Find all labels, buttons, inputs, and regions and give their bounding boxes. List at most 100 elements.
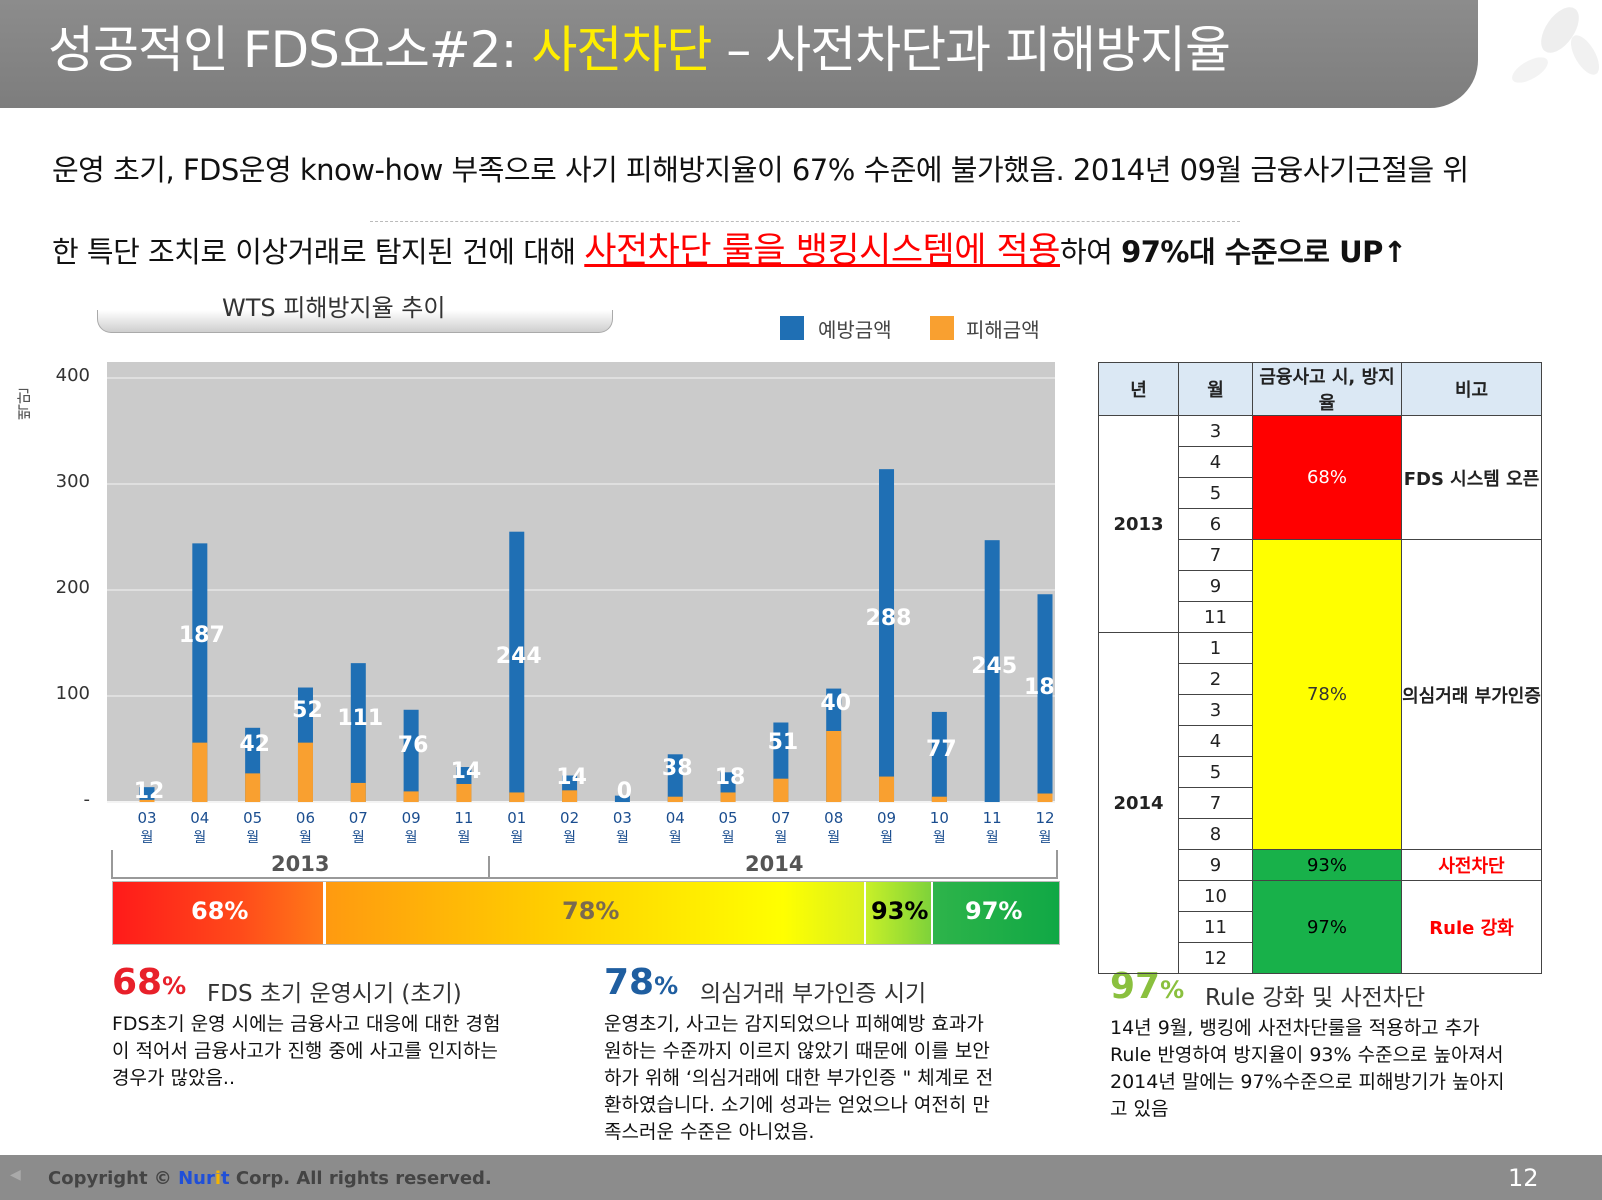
bar-prevent (667, 754, 683, 802)
x-tick-suffix: 월 (827, 830, 840, 846)
slide-title: 성공적인 FDS요소#2: 사전차단 – 사전차단과 피해방지율 (48, 21, 1231, 79)
x-tick-label: 03 (137, 809, 156, 827)
data-label: 18 (715, 765, 746, 790)
data-label: 12 (134, 779, 165, 804)
section-2-heading: 의심거래 부가인증 시기 (700, 981, 927, 1007)
x-tick-label: 10 (930, 809, 949, 827)
x-tick-suffix: 월 (193, 830, 206, 846)
table-month: 7 (1178, 787, 1253, 819)
x-tick-suffix: 월 (722, 830, 735, 846)
table-month: 3 (1178, 694, 1253, 726)
table-year-2014: 2014 (1098, 632, 1179, 974)
x-tick-label: 02 (560, 809, 579, 827)
bar-prevent (879, 469, 895, 802)
table-month: 11 (1178, 601, 1253, 633)
chart-title-plate (97, 310, 613, 333)
table-month: 8 (1178, 818, 1253, 850)
table-rate-68: 68% (1252, 415, 1402, 540)
bar-damage (403, 791, 419, 802)
rate-band-segment-68 (113, 882, 323, 944)
intro-highlight: 사전차단 룰을 뱅킹시스템에 적용 (584, 231, 1060, 271)
bar-damage (297, 742, 313, 802)
year-label-2013: 2013 (271, 852, 330, 876)
data-label: 38 (662, 756, 693, 781)
table-month: 6 (1178, 508, 1253, 540)
table-row: 2 (1099, 663, 1542, 695)
rate-band: 68% 78% 93% 97% (112, 881, 1060, 945)
section-1-heading: FDS 초기 운영시기 (초기) (207, 981, 462, 1007)
x-tick-suffix: 월 (352, 830, 365, 846)
table-month: 9 (1178, 570, 1253, 602)
bar-damage (879, 776, 895, 802)
x-tick-label: 06 (296, 809, 315, 827)
rate-band-divider (324, 882, 326, 944)
y-tick-100: 100 (55, 683, 90, 704)
table-row: 4 (1099, 446, 1542, 478)
table-year-2013: 2013 (1098, 415, 1179, 633)
table-rate-97: 97% (1252, 880, 1402, 974)
bar-damage (509, 792, 525, 802)
intro-line-1: 운영 초기, FDS운영 know-how 부족으로 사기 피해방지율이 67%… (52, 153, 1469, 187)
section-3-body: 14년 9월, 뱅킹에 사전차단룰을 적용하고 추가 Rule 반영하여 방지율이… (1110, 1017, 1505, 1120)
table-header-rate: 금융사고 시, 방지율 (1252, 362, 1402, 416)
data-label: 288 (866, 606, 912, 631)
x-tick-label: 11 (983, 809, 1002, 827)
x-tick-label: 09 (877, 809, 896, 827)
table-month: 5 (1178, 756, 1253, 788)
table-month: 9 (1178, 849, 1253, 881)
bar-damage (562, 790, 578, 802)
rate-band-segment-97 (933, 882, 1059, 944)
legend-swatch-damage (930, 316, 954, 340)
rate-band-label-93: 93% (871, 897, 929, 925)
data-label: 42 (239, 732, 270, 757)
table-month: 10 (1178, 880, 1253, 912)
table-rate-93: 93% (1252, 849, 1402, 881)
x-tick-label: 08 (824, 809, 843, 827)
table-month: 2 (1178, 663, 1253, 695)
table-row: 2013 3 68% FDS 시스템 오픈 (1098, 415, 1542, 633)
legend-swatch-prevent (780, 316, 804, 340)
data-label: 244 (496, 644, 542, 669)
table-month: 7 (1178, 539, 1253, 571)
dashed-divider (370, 221, 1240, 222)
table-month: 3 (1178, 415, 1253, 447)
table-note-rule: Rule 강화 (1401, 880, 1542, 974)
x-tick-suffix: 월 (141, 830, 154, 846)
table-header-year: 년 (1098, 362, 1179, 416)
data-label: 111 (337, 706, 383, 731)
y-tick-0: - (83, 789, 91, 810)
table-row: 2014 1 (1098, 632, 1542, 974)
bar-damage (667, 796, 683, 802)
x-tick-label: 09 (402, 809, 421, 827)
table-header-row: 년 월 금융사고 시, 방지율 비고 (1098, 362, 1542, 416)
intro-bold: 97%대 수준으로 UP↑ (1121, 235, 1407, 269)
bar-prevent (509, 531, 525, 802)
y-tick-400: 400 (55, 365, 90, 386)
x-tick-suffix: 월 (1039, 830, 1052, 846)
bar-damage (350, 782, 366, 802)
table-month: 4 (1178, 725, 1253, 757)
table-row: 7 (1099, 787, 1542, 819)
bar-prevent (192, 543, 208, 802)
x-tick-suffix: 월 (563, 830, 576, 846)
table-note-fds-open: FDS 시스템 오픈 (1401, 415, 1542, 540)
table-row: 8 (1099, 818, 1542, 850)
x-tick-label: 05 (243, 809, 262, 827)
back-arrow-icon[interactable]: ◀ (10, 1167, 21, 1183)
table-month: 5 (1178, 477, 1253, 509)
intro-line-2: 한 특단 조치로 이상거래로 탐지된 건에 대해 사전차단 룰을 뱅킹시스템에 … (52, 231, 1407, 271)
x-tick-label: 03 (613, 809, 632, 827)
rate-band-label-97: 97% (965, 897, 1023, 925)
table-row: 11 (1099, 601, 1542, 633)
x-tick-label: 01 (507, 809, 526, 827)
table-row: 9 (1099, 570, 1542, 602)
data-label: 76 (398, 733, 429, 758)
data-label: 40 (820, 691, 851, 716)
rate-band-divider (931, 882, 933, 944)
data-label: 245 (971, 654, 1017, 679)
rate-band-segment-78 (326, 882, 864, 944)
data-label: 14 (451, 759, 482, 784)
table-month: 12 (1178, 942, 1253, 974)
chart-title: WTS 피해방지율 추이 (222, 294, 446, 322)
x-tick-suffix: 월 (616, 830, 629, 846)
